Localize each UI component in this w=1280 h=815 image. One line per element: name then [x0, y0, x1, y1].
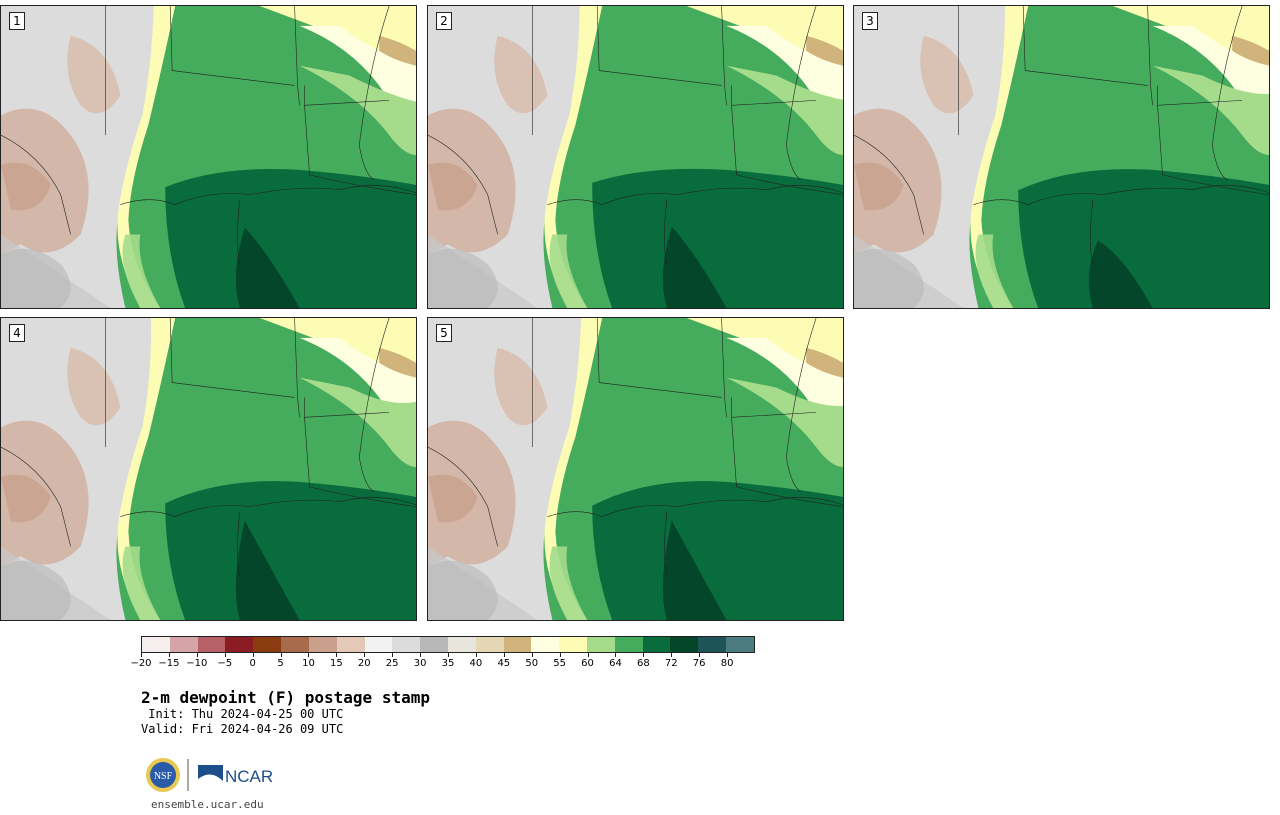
colorbar-tick-label: 60: [581, 658, 594, 669]
colorbar-tick-label: 30: [413, 658, 427, 669]
colorbar-tick: [252, 653, 254, 657]
colorbar-segment: [726, 637, 754, 652]
colorbar-segment: [559, 637, 587, 652]
colorbar-tick-labels: −20 −15 −10 −5 0 5 10 15 20 25 30 35 40 45 50 55 60 64 68 7…: [130, 653, 755, 673]
colorbar-segment: [475, 637, 504, 652]
colorbar-tick-label: −15: [158, 658, 180, 669]
colorbar-tick-label: 15: [329, 658, 343, 669]
colorbar-tick-label: 55: [553, 658, 566, 669]
colorbar-segment: [587, 637, 615, 652]
postage-stamp-panel: 2: [427, 5, 844, 309]
colorbar-segment: [308, 637, 337, 652]
colorbar-tick: [503, 653, 505, 657]
colorbar-tick-label: 80: [720, 658, 734, 669]
colorbar-segment: [642, 637, 671, 652]
nsf-seal-icon: [150, 762, 176, 788]
colorbar-tick: [168, 653, 170, 657]
dewpoint-colorbar: [141, 636, 755, 653]
colorbar-segment: [614, 637, 643, 652]
valid-time: Valid: Fri 2024-04-26 09 UTC: [141, 722, 344, 736]
postage-stamp-panel: 3: [853, 5, 1270, 309]
colorbar-tick: [196, 653, 198, 657]
colorbar-tick-label: 76: [692, 658, 706, 669]
colorbar-segment: [336, 637, 365, 652]
colorbar-tick-label: −20: [130, 658, 152, 669]
colorbar-tick-label: 64: [609, 658, 622, 669]
colorbar-tick-label: 35: [441, 658, 455, 669]
colorbar-tick: [392, 653, 394, 657]
colorbar-segment: [670, 637, 699, 652]
colorbar-tick-label: 5: [277, 658, 284, 669]
colorbar-tick: [364, 653, 366, 657]
postage-stamp-panel: 4: [0, 317, 417, 621]
panel-member-label: 4: [9, 324, 25, 342]
colorbar-tick-label: 45: [497, 658, 511, 669]
panel-member-label: 3: [862, 12, 878, 30]
postage-stamp-panel: 1: [0, 5, 417, 309]
colorbar-segment: [698, 637, 727, 652]
panel-member-label: 1: [9, 12, 25, 30]
colorbar-tick: [671, 653, 673, 657]
postage-stamp-panel: 5: [427, 317, 844, 621]
colorbar-tick-label: 25: [385, 658, 399, 669]
colorbar-tick: [587, 653, 589, 657]
colorbar-tick: [615, 653, 617, 657]
colorbar-segment: [503, 637, 532, 652]
colorbar-tick-label: 68: [636, 658, 650, 669]
panel-member-label: 5: [436, 324, 452, 342]
colorbar-tick: [448, 653, 449, 657]
colorbar-tick: [308, 653, 310, 657]
colorbar-segment: [531, 637, 560, 652]
colorbar-segment: [142, 637, 170, 652]
colorbar-segment: [253, 637, 282, 652]
colorbar-tick: [559, 653, 561, 657]
ncar-text: NCAR: [225, 767, 273, 786]
colorbar-tick: [727, 653, 729, 657]
colorbar-tick: [531, 653, 533, 657]
colorbar-tick: [280, 653, 282, 657]
colorbar-tick: [699, 653, 701, 657]
colorbar-segment: [447, 637, 476, 652]
colorbar-segment: [281, 637, 309, 652]
colorbar-segment: [169, 637, 198, 652]
colorbar-tick: [141, 653, 142, 657]
colorbar-tick-label: −5: [217, 658, 233, 669]
colorbar-tick-label: 0: [249, 658, 256, 669]
colorbar-segment: [420, 637, 448, 652]
colorbar-tick-label: 72: [664, 658, 678, 669]
colorbar-tick-label: −10: [186, 658, 208, 669]
init-time: Init: Thu 2024-04-25 00 UTC: [141, 707, 344, 721]
colorbar-tick-label: 40: [469, 658, 483, 669]
colorbar-tick: [420, 653, 422, 657]
colorbar-segment: [197, 637, 226, 652]
figure-title: 2-m dewpoint (F) postage stamp: [141, 688, 430, 707]
nsf-text: NSF: [154, 771, 173, 782]
colorbar-segment: [364, 637, 393, 652]
panel-member-label: 2: [436, 12, 452, 30]
colorbar-segment: [225, 637, 254, 652]
colorbar-tick-label: 20: [357, 658, 371, 669]
colorbar-tick-label: 10: [302, 658, 315, 669]
colorbar-tick-label: 50: [525, 658, 539, 669]
nsf-ncar-logo: NSF NCAR: [145, 757, 275, 793]
ncar-swoosh-icon: [198, 765, 223, 781]
colorbar-tick: [475, 653, 477, 657]
colorbar-tick: [224, 653, 226, 657]
website-url: ensemble.ucar.edu: [151, 798, 264, 811]
colorbar-tick: [643, 653, 645, 657]
colorbar-segment: [392, 637, 421, 652]
colorbar-tick: [336, 653, 338, 657]
